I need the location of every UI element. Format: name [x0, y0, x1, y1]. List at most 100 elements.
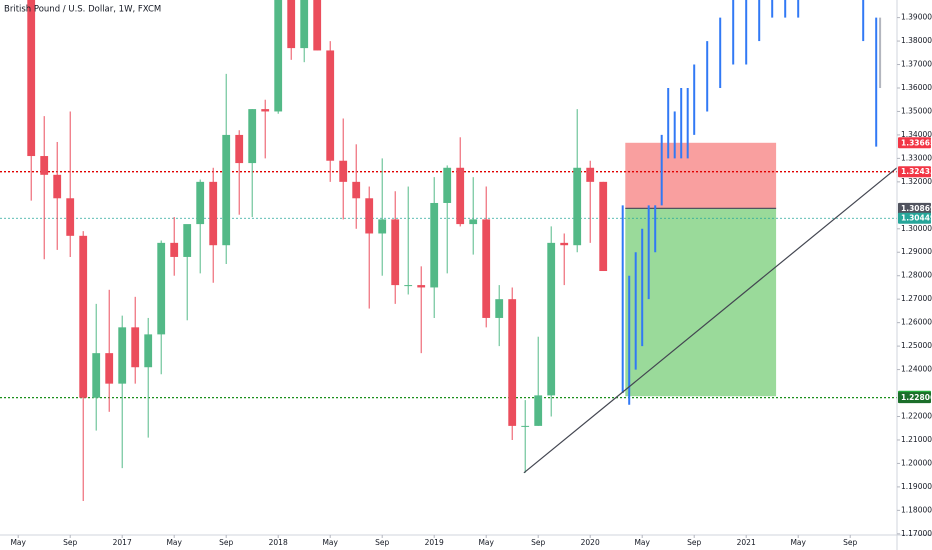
y-tick-label: 1.19000	[901, 482, 932, 491]
x-tick-label: 2021	[737, 538, 756, 547]
trend-line	[523, 167, 897, 474]
price-label-box	[898, 212, 931, 224]
y-tick-label: 1.30000	[901, 224, 932, 233]
x-tick-label: Sep	[843, 538, 857, 547]
x-tick-label: 2019	[425, 538, 444, 547]
candle-body	[40, 156, 49, 175]
y-tick-label: 1.17000	[901, 529, 932, 538]
y-tick-label: 1.22000	[901, 412, 932, 421]
x-tick-label: May	[634, 538, 650, 547]
x-tick-label: 2017	[113, 538, 132, 547]
price-label-box	[898, 392, 931, 404]
y-tick-label: 1.25000	[901, 341, 932, 350]
price-label: 1.22806	[901, 393, 932, 402]
candle-body	[599, 181, 608, 272]
x-tick-label: Sep	[687, 538, 701, 547]
candle-body	[378, 219, 387, 234]
y-tick-label: 1.37000	[901, 60, 932, 69]
x-tick-label: Sep	[375, 538, 389, 547]
price-label-box	[898, 137, 931, 149]
candle-body	[456, 167, 465, 225]
x-tick-label: 2020	[581, 538, 600, 547]
price-label: 1.32433	[901, 167, 932, 176]
candle-body	[274, 0, 283, 112]
chart-title: British Pound / U.S. Dollar, 1W, FXCM	[4, 5, 161, 15]
y-tick-label: 1.20000	[901, 458, 932, 467]
y-tick-label: 1.35000	[901, 106, 932, 115]
candle-body	[66, 198, 75, 236]
candle-body	[157, 242, 166, 335]
y-tick-label: 1.34000	[901, 130, 932, 139]
x-tick-label: Sep	[531, 538, 545, 547]
candle-body	[443, 167, 452, 203]
candle-body	[508, 299, 517, 426]
price-label: 1.30869	[901, 204, 932, 213]
candle-body	[586, 167, 595, 182]
x-tick-label: May	[478, 538, 494, 547]
y-tick-label: 1.27000	[901, 294, 932, 303]
x-tick-label: 2018	[269, 538, 288, 547]
y-tick-label: 1.38000	[901, 36, 932, 45]
x-tick-label: May	[790, 538, 806, 547]
y-tick-label: 1.24000	[901, 365, 932, 374]
candle-body	[235, 134, 244, 164]
y-tick-label: 1.28000	[901, 271, 932, 280]
candle-body	[521, 425, 530, 427]
candle-body	[313, 0, 322, 51]
x-tick-label: Sep	[63, 538, 77, 547]
candle-body	[261, 109, 270, 112]
candle-body	[560, 242, 569, 246]
candle-body	[365, 198, 374, 234]
candle-body	[287, 0, 296, 49]
candle-body	[209, 181, 218, 246]
candle-body	[248, 109, 257, 164]
y-tick-label: 1.32000	[901, 177, 932, 186]
price-label-box	[898, 166, 931, 178]
candle-body	[573, 167, 582, 246]
candle-body	[495, 299, 504, 318]
y-tick-label: 1.33000	[901, 153, 932, 162]
candle-body	[79, 235, 88, 398]
price-label: 1.33665	[901, 138, 932, 147]
y-tick-label: 1.18000	[901, 505, 932, 514]
candle-body	[482, 219, 491, 318]
candle-body	[547, 242, 556, 396]
stop-zone	[625, 142, 777, 209]
candle-body	[92, 353, 101, 398]
candle-body	[430, 202, 439, 288]
candle-body	[196, 181, 205, 225]
candle-body	[183, 224, 192, 257]
candle-body	[469, 219, 478, 225]
candle-body	[534, 395, 543, 426]
candle-body	[144, 334, 153, 368]
candle-body	[118, 327, 127, 384]
x-tick-label: May	[10, 538, 26, 547]
y-tick-label: 1.39000	[901, 13, 932, 22]
candle-body	[326, 50, 335, 161]
candle-body	[53, 174, 62, 199]
candle-body	[339, 160, 348, 182]
y-tick-label: 1.36000	[901, 83, 932, 92]
candle-body	[300, 0, 309, 49]
price-label: 1.30449	[901, 214, 932, 223]
x-tick-label: May	[166, 538, 182, 547]
x-tick-label: Sep	[219, 538, 233, 547]
price-label-box	[898, 202, 931, 214]
y-tick-label: 1.21000	[901, 435, 932, 444]
candle-body	[417, 285, 426, 288]
y-tick-label: 1.29000	[901, 247, 932, 256]
target-zone	[625, 208, 777, 397]
x-tick-label: May	[322, 538, 338, 547]
candle-body	[27, 0, 36, 157]
candle-body	[131, 327, 140, 368]
candle-body	[222, 134, 231, 246]
candle-body	[105, 353, 114, 384]
candle-body	[404, 285, 413, 287]
plot-area	[0, 0, 897, 501]
y-tick-label: 1.26000	[901, 318, 932, 327]
candle-body	[352, 181, 361, 199]
candle-body	[391, 219, 400, 286]
candle-body	[170, 242, 179, 257]
